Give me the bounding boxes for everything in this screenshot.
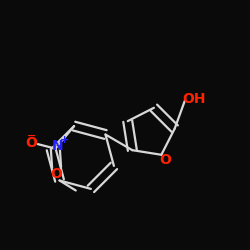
Text: O: O — [26, 136, 38, 150]
Text: +: + — [60, 135, 69, 145]
Text: −: − — [27, 131, 36, 141]
Text: N: N — [52, 139, 64, 153]
Text: OH: OH — [182, 92, 206, 106]
Text: O: O — [51, 167, 62, 181]
Text: O: O — [159, 153, 171, 167]
